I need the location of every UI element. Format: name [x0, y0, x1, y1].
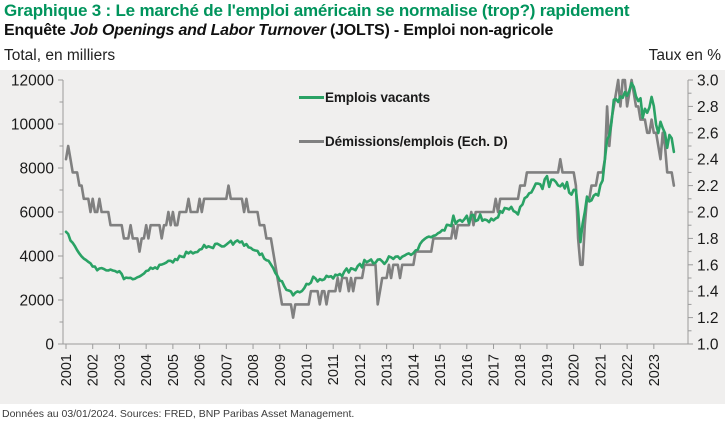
x-axis-year-label: 2004 — [139, 354, 155, 386]
x-axis-year-label: 2005 — [166, 354, 182, 386]
right-axis-tick-label: 2.4 — [697, 152, 719, 169]
left-axis-tick-label: 10000 — [11, 117, 54, 134]
x-axis-year-label: 2006 — [193, 354, 209, 386]
x-axis-year-label: 2021 — [593, 354, 609, 386]
x-axis-year-label: 2001 — [59, 354, 75, 386]
x-axis-year-label: 2015 — [433, 354, 449, 386]
right-axis-tick-label: 1.0 — [697, 337, 719, 354]
openings-line-swatch — [299, 95, 324, 99]
x-axis-year-label: 2018 — [513, 354, 529, 386]
subtitle-prefix: Enquête — [4, 22, 70, 39]
left-axis-tick-label: 2000 — [20, 293, 55, 310]
x-axis-year-label: 2012 — [353, 354, 369, 386]
x-axis-year-label: 2002 — [86, 354, 102, 386]
left-axis-tick-label: 12000 — [11, 73, 54, 90]
x-axis-year-label: 2010 — [299, 354, 315, 386]
right-axis-tick-label: 1.6 — [697, 257, 719, 274]
right-axis-tick-label: 1.8 — [697, 231, 719, 248]
subtitle-suffix: (JOLTS) - Emploi non-agricole — [325, 22, 554, 39]
quits-series-line — [64, 78, 676, 319]
x-axis-year-label: 2009 — [273, 354, 289, 386]
legend-label-openings: Emplois vacants — [325, 89, 431, 105]
right-axis-tick-label: 2.0 — [697, 205, 719, 222]
left-axis-tick-label: 8000 — [20, 161, 55, 178]
right-axis-tick-label: 2.8 — [697, 99, 719, 116]
x-axis-year-label: 2008 — [246, 354, 262, 386]
left-axis-tick-label: 6000 — [20, 205, 55, 222]
x-axis-year-label: 2022 — [620, 354, 636, 386]
left-axis-title: Total, en milliers — [4, 47, 116, 64]
left-axis-tick-label: 0 — [45, 337, 54, 354]
x-axis-year-label: 2003 — [112, 354, 128, 386]
right-axis-tick-label: 3.0 — [697, 73, 719, 90]
legend-item-openings: Emplois vacants — [299, 89, 579, 105]
subtitle-survey-name: Job Openings and Labor Turnover — [69, 22, 326, 39]
axis-units-row: Total, en milliers Taux en % — [4, 47, 721, 67]
legend-label-quits: Démissions/emplois (Ech. D) — [325, 133, 508, 149]
right-axis-tick-label: 1.4 — [697, 284, 719, 301]
chart-subtitle: Enquête Job Openings and Labor Turnover … — [4, 22, 722, 40]
x-axis-year-label: 2014 — [406, 354, 422, 386]
quits-line-swatch — [299, 139, 324, 143]
x-axis-year-label: 2013 — [380, 354, 396, 386]
x-axis-year-label: 2023 — [647, 354, 663, 386]
right-axis-title: Taux en % — [648, 47, 721, 64]
x-axis-year-label: 2017 — [487, 354, 503, 386]
x-axis-year-label: 2011 — [326, 354, 342, 385]
x-axis-year-label: 2019 — [540, 354, 556, 386]
left-axis-tick-label: 4000 — [20, 249, 55, 266]
right-axis-tick-label: 2.2 — [697, 178, 719, 195]
chart-legend: Emplois vacants Démissions/emplois (Ech.… — [299, 89, 579, 149]
chart-title: Graphique 3 : Le marché de l'emploi amér… — [4, 1, 630, 20]
x-axis-year-label: 2007 — [219, 354, 235, 386]
jolts-line-chart: 0 2000 4000 6000 8000 10000 12000 1.0 1.2 1.4 1.6 1… — [11, 73, 719, 387]
right-axis-tick-label: 2.6 — [697, 125, 719, 142]
right-axis-tick-label: 1.2 — [697, 310, 719, 327]
source-note: Données au 03/01/2024. Sources: FRED, BN… — [2, 408, 355, 420]
legend-item-quits: Démissions/emplois (Ech. D) — [299, 133, 579, 149]
chart-panel: 0 2000 4000 6000 8000 10000 12000 1.0 1.2 1.4 1.6 1… — [0, 70, 725, 404]
openings-series-line — [64, 81, 676, 297]
x-axis-year-label: 2016 — [460, 354, 476, 386]
x-axis-year-label: 2020 — [567, 354, 583, 386]
